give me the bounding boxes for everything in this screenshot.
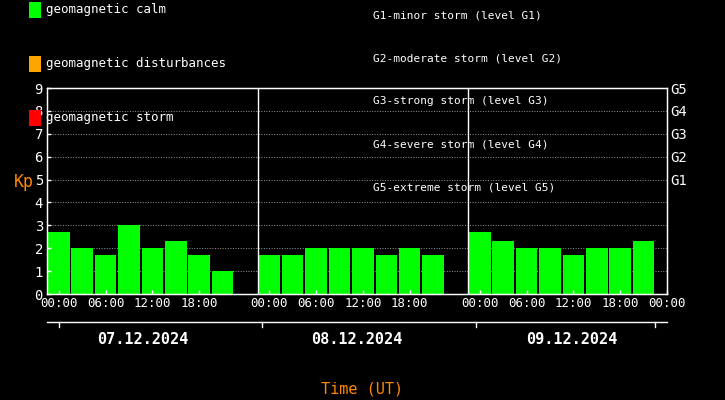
Bar bbox=[282, 255, 304, 294]
Bar bbox=[328, 248, 350, 294]
Text: geomagnetic calm: geomagnetic calm bbox=[46, 4, 167, 16]
Bar bbox=[212, 271, 233, 294]
Bar bbox=[259, 255, 280, 294]
Bar bbox=[563, 255, 584, 294]
Bar bbox=[376, 255, 397, 294]
Bar bbox=[469, 232, 491, 294]
Bar bbox=[352, 248, 373, 294]
Bar bbox=[165, 241, 186, 294]
Text: G3-strong storm (level G3): G3-strong storm (level G3) bbox=[373, 96, 549, 106]
Bar bbox=[539, 248, 561, 294]
Text: 09.12.2024: 09.12.2024 bbox=[526, 332, 617, 347]
Text: G5-extreme storm (level G5): G5-extreme storm (level G5) bbox=[373, 183, 555, 193]
Text: geomagnetic disturbances: geomagnetic disturbances bbox=[46, 58, 226, 70]
Bar bbox=[72, 248, 93, 294]
Y-axis label: Kp: Kp bbox=[14, 173, 33, 191]
Bar bbox=[48, 232, 70, 294]
Text: G2-moderate storm (level G2): G2-moderate storm (level G2) bbox=[373, 53, 563, 63]
Bar bbox=[399, 248, 420, 294]
Bar bbox=[118, 225, 140, 294]
Text: 08.12.2024: 08.12.2024 bbox=[312, 332, 402, 347]
Bar bbox=[141, 248, 163, 294]
Text: geomagnetic storm: geomagnetic storm bbox=[46, 112, 174, 124]
Bar bbox=[305, 248, 327, 294]
Bar bbox=[95, 255, 117, 294]
Bar bbox=[423, 255, 444, 294]
Bar bbox=[188, 255, 210, 294]
Bar bbox=[492, 241, 514, 294]
Bar bbox=[633, 241, 655, 294]
Text: G1-minor storm (level G1): G1-minor storm (level G1) bbox=[373, 10, 542, 20]
Text: Time (UT): Time (UT) bbox=[321, 381, 404, 396]
Bar bbox=[516, 248, 537, 294]
Text: G4-severe storm (level G4): G4-severe storm (level G4) bbox=[373, 140, 549, 150]
Text: 07.12.2024: 07.12.2024 bbox=[97, 332, 188, 347]
Bar bbox=[610, 248, 631, 294]
Bar bbox=[586, 248, 608, 294]
